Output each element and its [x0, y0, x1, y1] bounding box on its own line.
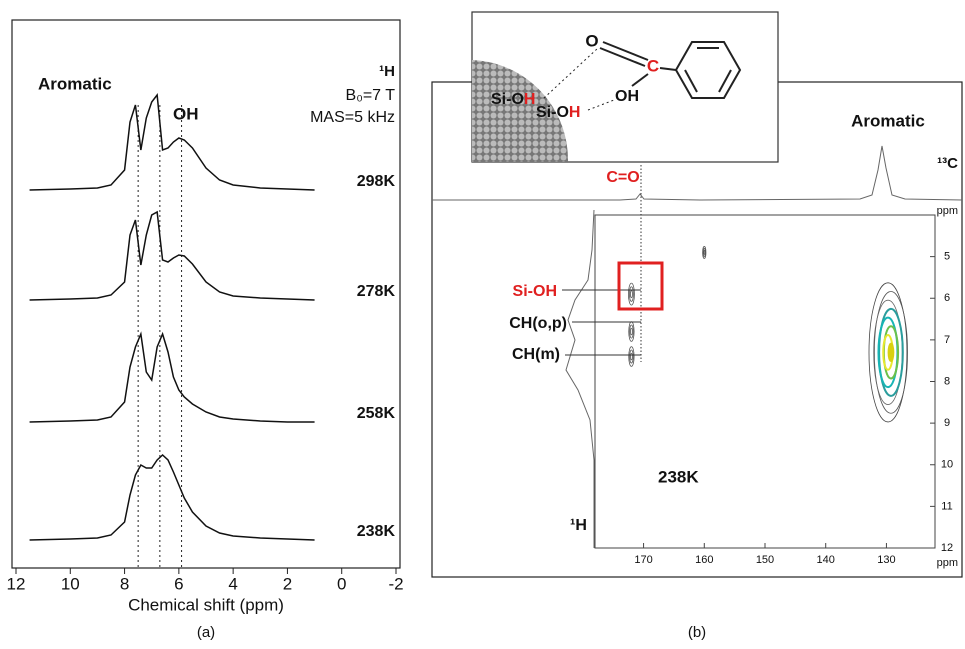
silanol-h: H: [569, 104, 581, 121]
figure: 121086420-2298K278K258K238K Aromatic OH …: [0, 0, 965, 649]
contour: [631, 353, 633, 360]
panel-a: 12 10 8 6 4 2 0 -2 298K 278K 258K 238K: [7, 95, 404, 593]
spectrum: [30, 212, 315, 300]
spectrum: [30, 455, 315, 540]
x-tick-label: 0: [337, 574, 346, 593]
x-tick-label: 2: [283, 574, 292, 593]
y-tick-label: 5: [944, 251, 950, 263]
panel-label: (b): [688, 624, 706, 641]
series-label: 298K: [357, 173, 396, 190]
axis-unit: ppm: [937, 557, 958, 569]
annotation: ¹³C: [937, 155, 958, 172]
x-tick-label: 6: [174, 574, 183, 593]
temperature-label: 238K: [658, 467, 699, 486]
x-tick-label: 4: [228, 574, 237, 593]
contour: [631, 328, 633, 335]
series-label: 278K: [357, 283, 396, 300]
annotation: Aromatic: [38, 74, 112, 93]
x-tick-label: 170: [634, 554, 652, 566]
annotation: MAS=5 kHz: [310, 109, 395, 126]
peak-label: Si-OH: [513, 283, 557, 300]
peak-label: CH(o,p): [509, 315, 567, 332]
y-tick-label: 12: [941, 542, 953, 554]
contour: [889, 344, 894, 361]
annotation: B₀=7 T: [346, 87, 396, 104]
silanol-label: Si-OH: [536, 104, 580, 121]
y-tick-label: 6: [944, 292, 950, 304]
x-axis-label: Chemical shift (ppm): [128, 595, 284, 614]
panel-label: (a): [197, 624, 215, 641]
x-tick-label: 12: [7, 574, 26, 593]
silanol-label: Si-OH: [491, 91, 535, 108]
y-tick-label: 9: [944, 417, 950, 429]
spectrum: [30, 334, 315, 422]
axis-unit: ppm: [937, 205, 958, 217]
y-tick-label: 11: [941, 500, 952, 512]
plot-frame: [595, 215, 935, 548]
x-tick-label: 10: [61, 574, 80, 593]
x-tick-label: 8: [120, 574, 129, 593]
silanol-h: H: [524, 91, 536, 108]
panel-b: 170 160 150 140 130 5 6 7 8 9 10 11 12: [628, 246, 953, 565]
panel-a-frame: [12, 20, 400, 568]
x-tick-label: 130: [877, 554, 895, 566]
y-tick-label: 10: [941, 459, 953, 471]
annotation: C=O: [606, 169, 639, 186]
silanol-text: Si-O: [491, 91, 524, 108]
x-tick-label: 140: [817, 554, 835, 566]
x-tick-label: -2: [388, 574, 403, 593]
series-label: 258K: [357, 405, 396, 422]
atom-label: C: [647, 56, 659, 75]
atom-label: OH: [615, 88, 639, 105]
annotation: ¹H: [379, 63, 395, 80]
silanol-text: Si-O: [536, 104, 569, 121]
y-tick-label: 8: [944, 375, 950, 387]
annotation: Aromatic: [851, 111, 925, 130]
series-label: 238K: [357, 523, 396, 540]
annotation: OH: [173, 104, 199, 123]
contour: [630, 290, 632, 297]
peak-label: CH(m): [512, 346, 560, 363]
annotation: ¹H: [570, 517, 587, 534]
atom-label: O: [585, 31, 598, 50]
y-tick-label: 7: [944, 334, 950, 346]
x-tick-label: 160: [695, 554, 713, 566]
x-tick-label: 150: [756, 554, 774, 566]
proton-projection: [566, 210, 594, 548]
contour: [704, 250, 705, 254]
